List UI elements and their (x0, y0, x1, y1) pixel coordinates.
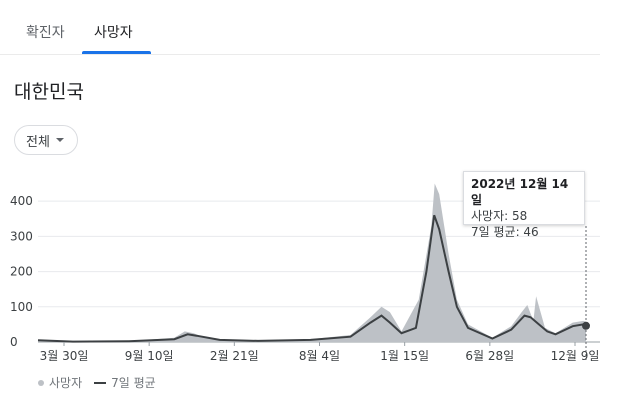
x-tick-label: 9월 10일 (125, 349, 174, 363)
tab-bar: 확진자 사망자 (0, 0, 600, 55)
daily-deaths-area (38, 183, 586, 342)
x-axis: 3월 30일 9월 10일 2월 21일 8월 4일 1월 15일 6월 28일 12월 9… (40, 342, 600, 363)
x-tick-label: 8월 4일 (299, 349, 340, 363)
tab-cases[interactable]: 확진자 (26, 25, 65, 41)
period-filter-dropdown[interactable]: 전체 (14, 125, 78, 155)
filter-selected-label: 전체 (26, 134, 50, 150)
caret-down-icon (55, 138, 64, 142)
y-tick-label: 100 (10, 300, 33, 314)
hover-point-marker (582, 321, 590, 330)
tab-deaths[interactable]: 사망자 (94, 25, 133, 41)
daily-legend-dot-icon (38, 379, 44, 386)
chart-tooltip: 2022년 12월 14일 사망자: 58 7일 평균: 46 (463, 171, 585, 239)
chart-legend: 사망자 7일 평균 (38, 374, 156, 391)
tooltip-deaths: 사망자: 58 (471, 209, 528, 223)
seven-day-average-line (37, 214, 587, 343)
average-legend-line-icon (94, 381, 107, 384)
y-axis: 0 100 200 300 400 (10, 194, 33, 349)
y-tick-label: 0 (10, 335, 18, 349)
tooltip-date: 2022년 12월 14일 (471, 177, 569, 207)
y-tick-label: 200 (10, 265, 33, 279)
tooltip-average: 7일 평균: 46 (471, 225, 539, 239)
y-tick-label: 400 (10, 194, 33, 208)
x-tick-label: 6월 28일 (465, 349, 514, 363)
legend-average-label: 7일 평균 (111, 376, 156, 390)
region-title: 대한민국 (14, 81, 84, 103)
legend-daily-label: 사망자 (49, 376, 83, 390)
y-tick-label: 300 (10, 229, 33, 243)
x-tick-label: 12월 9일 (551, 349, 600, 363)
x-tick-label: 2월 21일 (210, 349, 259, 363)
x-tick-label: 3월 30일 (40, 349, 89, 363)
active-tab-indicator (82, 51, 151, 54)
x-tick-label: 1월 15일 (380, 349, 429, 363)
deaths-chart[interactable]: 0 100 200 300 400 3월 30일 9월 10일 2월 21일 8월 4일 1월 … (0, 170, 623, 370)
